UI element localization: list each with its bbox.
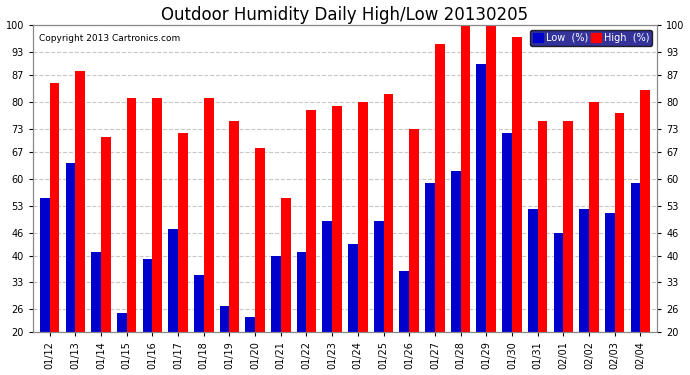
Bar (50, 83, 59, 332)
Bar (332, 106, 342, 332)
Title: Outdoor Humidity Daily High/Low 20130205: Outdoor Humidity Daily High/Low 20130205 (161, 6, 529, 24)
Bar (477, 63, 486, 332)
Bar (152, 98, 162, 332)
Bar (348, 244, 358, 332)
Bar (246, 317, 255, 332)
Bar (486, 21, 496, 332)
Bar (589, 102, 599, 332)
Bar (435, 44, 444, 332)
Bar (502, 133, 512, 332)
Bar (230, 121, 239, 332)
Bar (255, 148, 265, 332)
Bar (538, 121, 547, 332)
Bar (178, 133, 188, 332)
Bar (358, 102, 368, 332)
Bar (117, 313, 127, 332)
Legend: Low  (%), High  (%): Low (%), High (%) (531, 30, 652, 46)
Bar (460, 21, 471, 332)
Bar (512, 37, 522, 332)
Bar (40, 198, 50, 332)
Bar (605, 213, 615, 332)
Bar (101, 136, 111, 332)
Bar (409, 129, 419, 332)
Bar (66, 164, 75, 332)
Text: Copyright 2013 Cartronics.com: Copyright 2013 Cartronics.com (39, 34, 181, 44)
Bar (91, 252, 101, 332)
Bar (425, 183, 435, 332)
Bar (640, 90, 650, 332)
Bar (219, 306, 230, 332)
Bar (127, 98, 137, 332)
Bar (75, 71, 85, 332)
Bar (579, 210, 589, 332)
Bar (204, 98, 213, 332)
Bar (168, 229, 178, 332)
Bar (194, 275, 204, 332)
Bar (631, 183, 640, 332)
Bar (143, 260, 152, 332)
Bar (271, 256, 281, 332)
Bar (374, 221, 384, 332)
Bar (451, 171, 460, 332)
Bar (615, 114, 624, 332)
Bar (384, 94, 393, 332)
Bar (322, 221, 332, 332)
Bar (400, 271, 409, 332)
Bar (553, 232, 563, 332)
Bar (281, 198, 290, 332)
Bar (563, 121, 573, 332)
Bar (297, 252, 306, 332)
Bar (528, 210, 538, 332)
Bar (306, 110, 316, 332)
